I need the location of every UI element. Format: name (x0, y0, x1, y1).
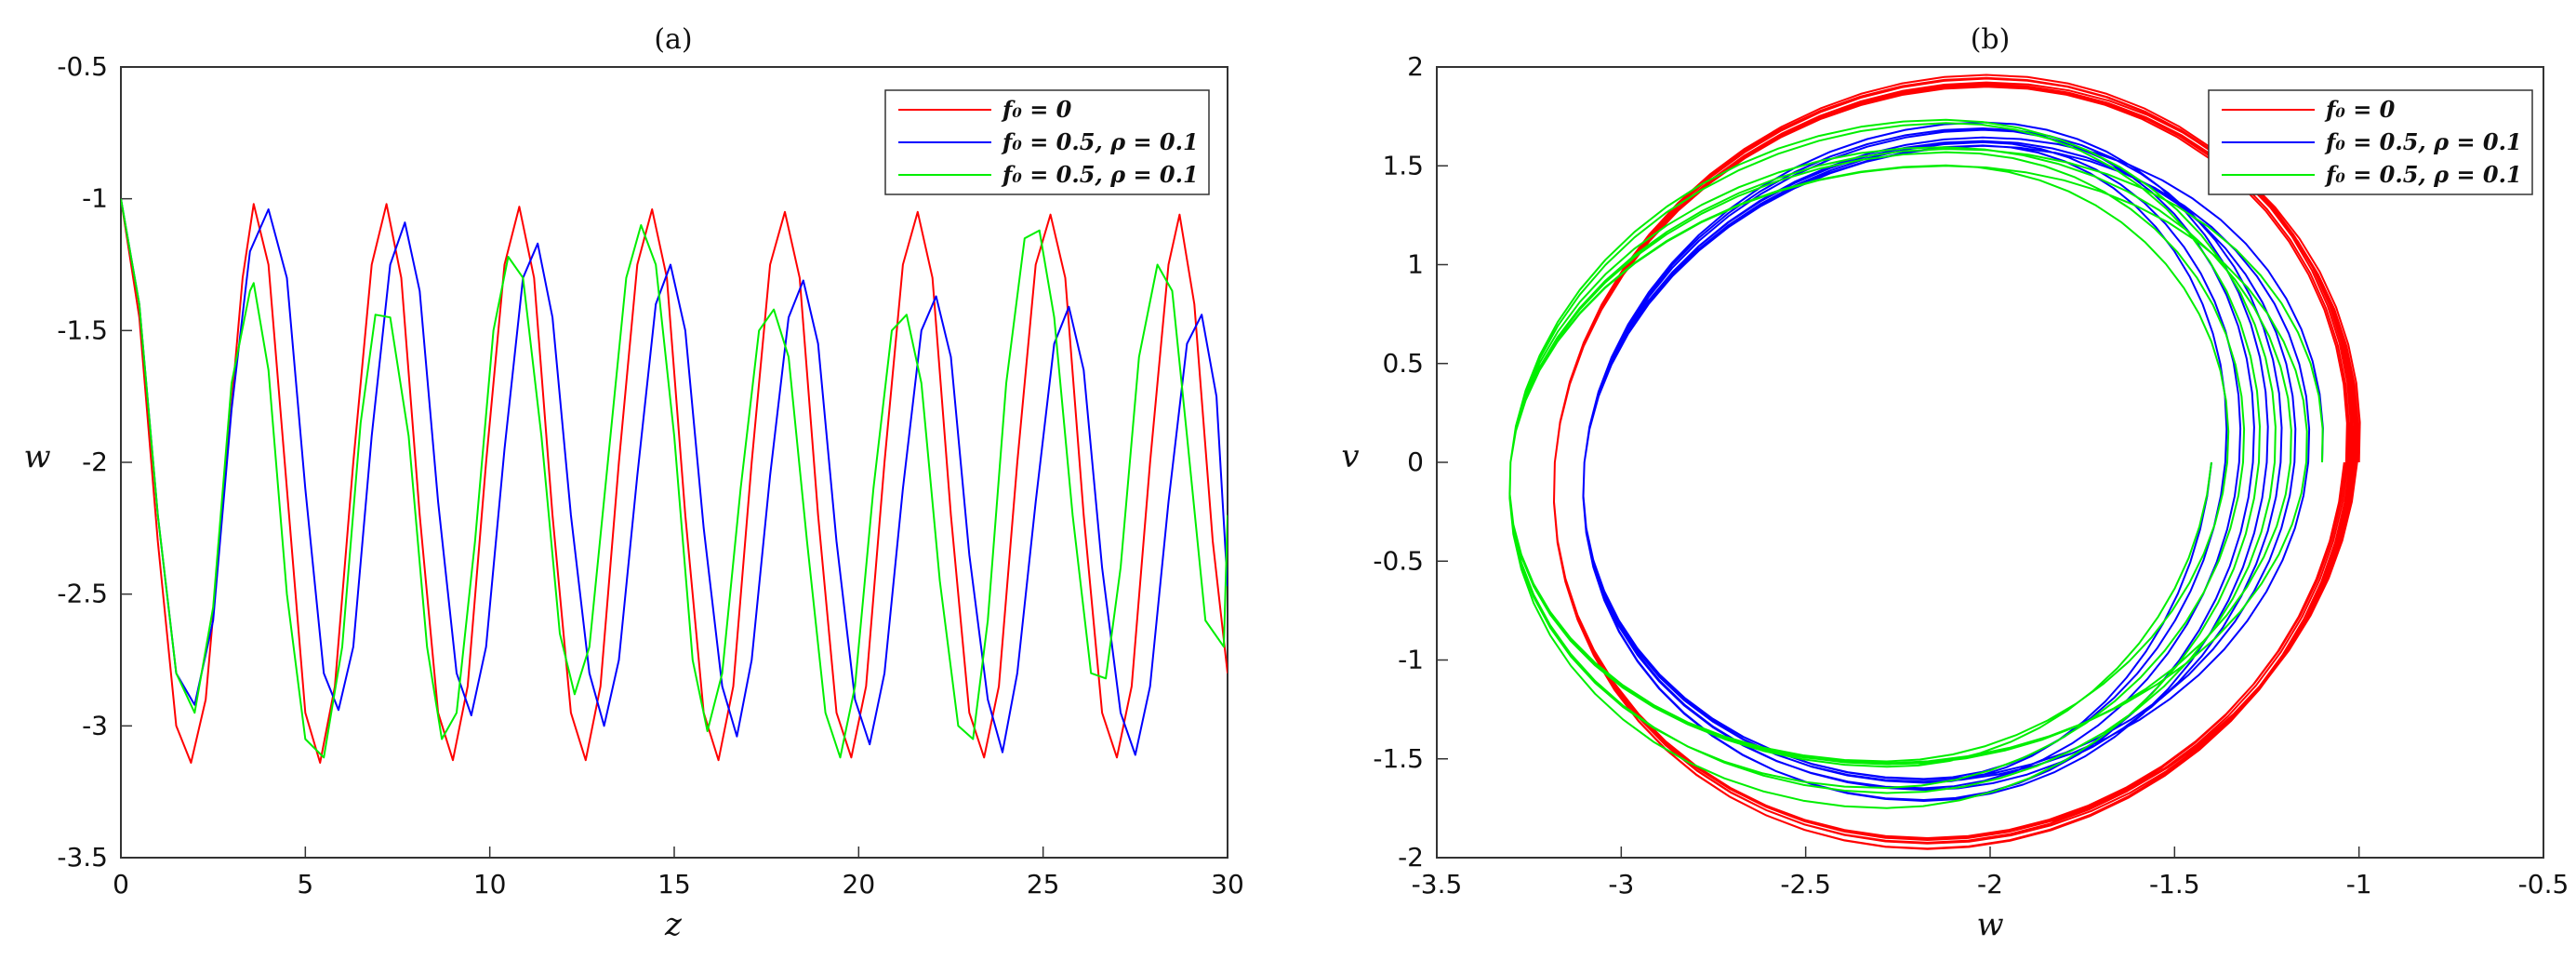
panel-a: (a) 0 5 10 15 20 25 30 -0.5 -1 -1.5 -2 -2.5 -3 -3.5 z… (23, 23, 1243, 943)
panel-a-xtick-label-6: 30 (1211, 869, 1244, 900)
panel-a-ytick-label-4: -2.5 (57, 579, 108, 609)
panel-a-series-1 (121, 198, 1228, 756)
panel-b-xtick-label-2: -2.5 (1780, 869, 1831, 900)
panel-b-ytick-label-6: -1 (1398, 645, 1424, 675)
panel-a-ylabel: w (23, 438, 50, 475)
panel-b-legend-label-2: f₀ = 0.5, ρ = 0.1 (2324, 161, 2522, 188)
panel-a-xtick-label-5: 25 (1027, 869, 1060, 900)
panel-b-legend-box (2208, 89, 2533, 195)
panel-b-ytick-label-4: 0 (1407, 447, 1424, 477)
panel-b-xtick-label-4: -1.5 (2149, 869, 2200, 900)
panel-a-ytick-label-0: -0.5 (57, 51, 108, 82)
panel-b-xtick-label-5: -1 (2346, 869, 2372, 900)
panel-a-title: (a) (654, 23, 692, 56)
panel-a-legend-label-0: f₀ = 0 (1001, 96, 1072, 123)
panel-a-lines (121, 198, 1228, 764)
panel-b-ticks: -3.5 -3 -2.5 -2 -1.5 -1 -0.5 2 1.5 1 0.5 0 -0.5 -1 -1.… (1373, 51, 2569, 900)
panel-a-ytick-label-5: -3 (82, 710, 108, 740)
panel-a-series-0 (121, 198, 1228, 764)
panel-b-xlabel: w (1976, 906, 2003, 943)
panel-a-xtick-label-0: 0 (113, 869, 129, 900)
panel-b-ytick-label-8: -2 (1398, 842, 1424, 873)
panel-b-ylabel: v (1341, 438, 1359, 475)
panel-b-ytick-label-0: 2 (1407, 51, 1424, 82)
panel-b-plot-area (1436, 66, 2544, 859)
panel-b-xtick-label-3: -2 (1977, 869, 2003, 900)
panel-b-series-2 (1508, 118, 2324, 809)
panel-a-xtick-label-3: 15 (657, 869, 691, 900)
panel-a-ytick-label-6: -3.5 (57, 842, 108, 873)
panel-a-plot-area (120, 66, 1228, 859)
panel-a-xtick-label-2: 10 (473, 869, 507, 900)
panel-a-xlabel: z (664, 906, 683, 943)
panel-b-series-0 (1553, 73, 2361, 850)
panel-a-legend-label-1: f₀ = 0.5, ρ = 0.1 (1001, 128, 1199, 155)
panel-b-ytick-label-5: -0.5 (1373, 545, 1424, 576)
panel-b-legend-label-1: f₀ = 0.5, ρ = 0.1 (2324, 128, 2522, 155)
panel-b-xtick-label-0: -3.5 (1412, 869, 1463, 900)
panel-a-legend: f₀ = 0 f₀ = 0.5, ρ = 0.1 f₀ = 0.5, ρ = 0… (884, 89, 1210, 195)
panel-a-xtick-label-4: 20 (843, 869, 876, 900)
panel-b: (b) -3.5 -3 -2.5 -2 -1.5 -1 -0.521.510.50-0.5-… (1341, 23, 2569, 943)
panel-b-title: (b) (1971, 23, 2011, 56)
panel-b-ytick-label-1: 1.5 (1382, 150, 1424, 180)
panel-a-ytick-label-2: -1.5 (57, 314, 108, 345)
panel-b-lines (1508, 73, 2361, 850)
panel-a-ticks: 0 5 10 15 20 25 30 -0.5 -1 -1.5 -2 -2.5 -3 -3.5 (57, 51, 1243, 900)
panel-b-series-1 (1582, 121, 2324, 802)
panel-b-ytick-label-2: 1 (1407, 249, 1424, 280)
panel-b-legend-label-0: f₀ = 0 (2324, 96, 2396, 123)
panel-b-ytick-label-3: 0.5 (1382, 348, 1424, 379)
panel-b-ytick-label-7: -1.5 (1373, 743, 1424, 774)
panel-a-series-2 (121, 198, 1228, 759)
panel-b-xtick-label-1: -3 (1608, 869, 1634, 900)
panel-a-xtick-label-1: 5 (297, 869, 313, 900)
panel-a-ytick-label-1: -1 (82, 183, 108, 214)
panel-a-legend-label-2: f₀ = 0.5, ρ = 0.1 (1001, 161, 1199, 188)
panel-b-legend: f₀ = 0 f₀ = 0.5, ρ = 0.1 f₀ = 0.5, ρ = 0… (2208, 89, 2533, 195)
panel-b-xtick-label-6: -0.5 (2518, 869, 2569, 900)
panel-a-ytick-label-3: -2 (82, 447, 108, 477)
